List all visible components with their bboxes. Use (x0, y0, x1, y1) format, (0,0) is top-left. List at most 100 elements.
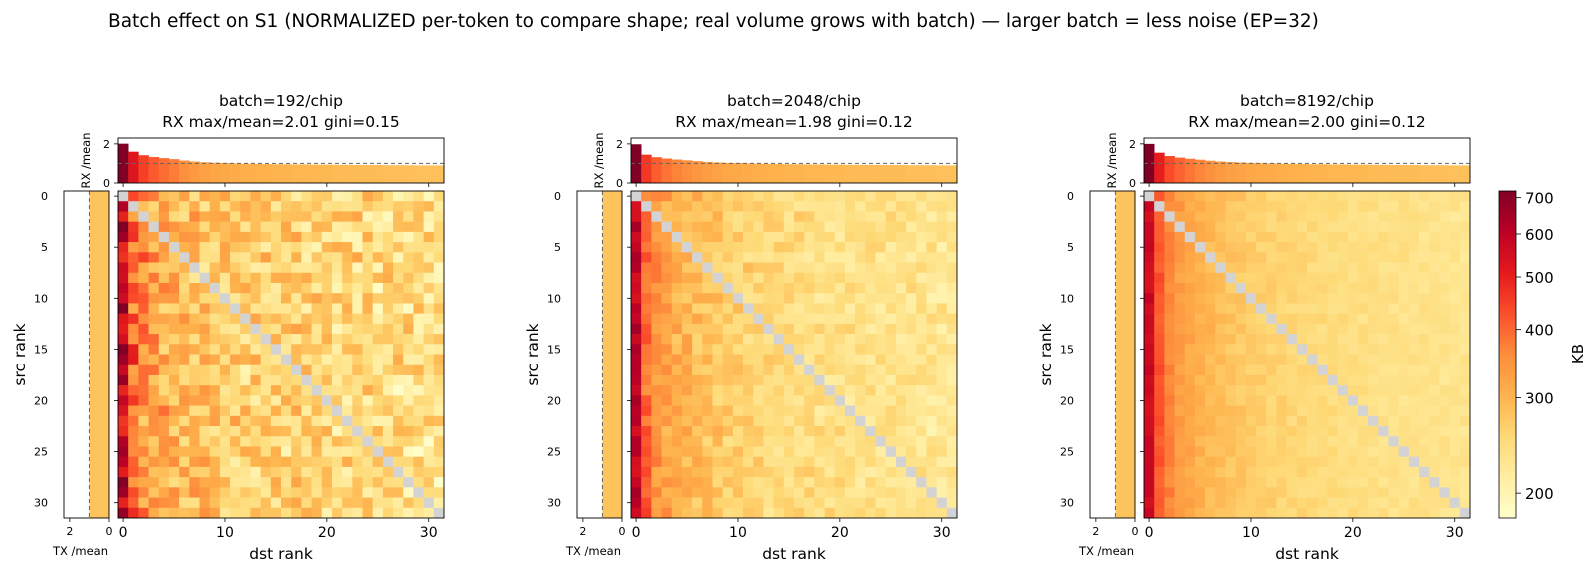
heatmap-cell (906, 344, 917, 355)
heatmap-cell (1398, 344, 1410, 355)
heatmap-cell (118, 405, 129, 417)
heatmap-cell (230, 385, 241, 396)
heatmap-cell (1307, 477, 1318, 488)
heatmap-cell (702, 405, 713, 417)
heatmap-cell (895, 272, 907, 284)
heatmap-cell (794, 395, 805, 406)
heatmap-cell (916, 201, 927, 212)
heatmap-cell (865, 507, 876, 519)
heatmap-cell (158, 385, 170, 396)
heatmap-cell (1439, 374, 1450, 386)
heatmap-cell (631, 221, 642, 233)
heatmap-cell (885, 415, 897, 427)
y-tick-label: 0 (554, 190, 561, 203)
heatmap-cell (331, 252, 343, 263)
heatmap-cell (1154, 303, 1165, 314)
heatmap-cell (692, 477, 703, 488)
heatmap-cell (382, 303, 394, 314)
heatmap-cell (433, 313, 445, 325)
heatmap-cell (148, 374, 160, 386)
heatmap-cell (844, 252, 856, 263)
heatmap-cell (331, 374, 343, 386)
heatmap-cell (270, 385, 282, 396)
heatmap-cell (773, 507, 785, 519)
rx-tick-label: 0 (1129, 177, 1136, 190)
heatmap-cell (1459, 344, 1471, 355)
tx-tick-label: 2 (1092, 525, 1099, 538)
heatmap-cell (834, 477, 846, 488)
rx-bar (753, 163, 764, 183)
heatmap-cell (413, 456, 424, 468)
heatmap-cell (844, 242, 856, 253)
rx-bar (1317, 164, 1328, 183)
heatmap-cell (352, 507, 363, 519)
heatmap-cell (794, 191, 805, 202)
heatmap-cell (1398, 466, 1410, 478)
heatmap-cell (352, 344, 363, 355)
heatmap-cell (382, 385, 394, 396)
heatmap-cell (1429, 497, 1440, 509)
heatmap-cell (906, 456, 917, 468)
rx-bar (1194, 159, 1206, 183)
heatmap-cell (148, 313, 160, 325)
heatmap-cell (413, 272, 424, 284)
heatmap-cell (1154, 323, 1165, 335)
heatmap-cell (1429, 385, 1440, 396)
heatmap-cell (1388, 211, 1399, 222)
heatmap-cell (1205, 374, 1216, 386)
colorbar-tick-label: 400 (1525, 322, 1554, 340)
heatmap-cell (814, 354, 825, 366)
heatmap-cell (179, 323, 190, 335)
heatmap-cell (362, 323, 373, 335)
heatmap-cell (1439, 436, 1450, 447)
heatmap-cell (1164, 282, 1175, 294)
heatmap-cell (885, 293, 897, 304)
heatmap-cell (1388, 242, 1399, 253)
heatmap-cell (1286, 405, 1298, 417)
heatmap-cell (352, 405, 363, 417)
rx-bar (681, 160, 693, 183)
heatmap-cell (158, 446, 170, 457)
heatmap-cell (946, 323, 958, 335)
heatmap-cell (158, 466, 170, 478)
heatmap-cell (1337, 313, 1349, 325)
heatmap-cell (1174, 354, 1186, 366)
heatmap-cell (1429, 426, 1440, 437)
heatmap-cell (331, 211, 343, 222)
heatmap-cell (824, 262, 836, 274)
heatmap-cell (168, 272, 180, 284)
heatmap-cell (702, 252, 713, 263)
heatmap-cell (250, 374, 261, 386)
heatmap-cell (631, 211, 642, 222)
heatmap-cell (1205, 497, 1216, 509)
heatmap-cell (794, 477, 805, 488)
heatmap-cell (651, 252, 662, 263)
rx-bar (311, 164, 323, 183)
heatmap-cell (270, 507, 282, 519)
heatmap-cell (209, 385, 221, 396)
heatmap-cell (362, 221, 373, 233)
heatmap-cell (1205, 191, 1216, 202)
heatmap-cell (199, 231, 210, 243)
heatmap-cell (362, 231, 373, 243)
heatmap-cell (321, 242, 333, 253)
heatmap-cell (1439, 313, 1450, 325)
heatmap-cell (1317, 374, 1328, 386)
heatmap-cell (1398, 282, 1410, 294)
heatmap-cell (1357, 507, 1369, 519)
heatmap-cell (1347, 293, 1359, 304)
heatmap-cell (1286, 426, 1298, 437)
heatmap-cell (1347, 231, 1359, 243)
heatmap-cell (794, 446, 805, 457)
heatmap-cell (1429, 201, 1440, 212)
heatmap-cell (773, 323, 785, 335)
heatmap-cell (1194, 415, 1206, 427)
heatmap-cell (1459, 405, 1471, 417)
heatmap-cell (118, 497, 129, 509)
heatmap-cell (372, 262, 384, 274)
panel-subtitle: RX max/mean=1.98 gini=0.12 (675, 113, 912, 131)
heatmap-cell (1154, 385, 1165, 396)
heatmap-cell (321, 344, 333, 355)
heatmap-cell (362, 415, 373, 427)
rx-bar (189, 161, 200, 183)
